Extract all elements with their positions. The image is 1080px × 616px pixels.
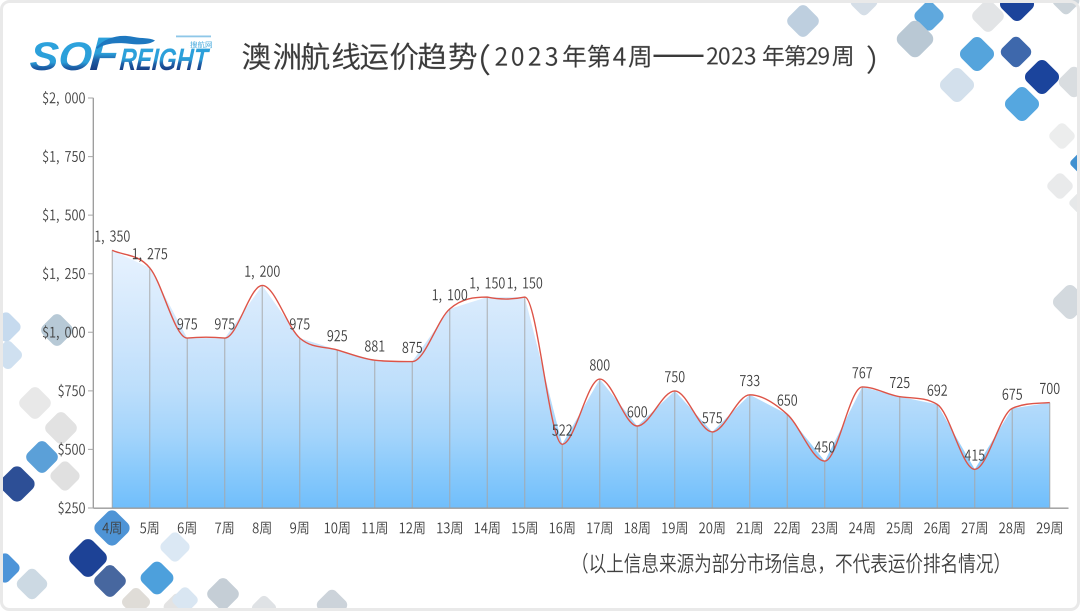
svg-text:SO: SO xyxy=(28,35,93,79)
svg-text:F: F xyxy=(88,27,122,80)
svg-text:REIGHT: REIGHT xyxy=(119,42,212,77)
